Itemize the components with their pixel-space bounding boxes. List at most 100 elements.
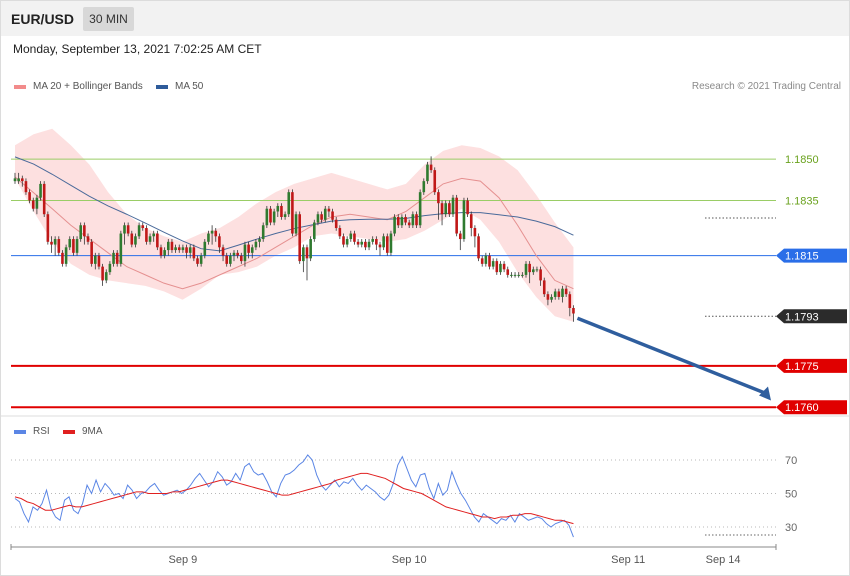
candle-body [177,247,181,251]
candle [334,216,338,231]
candle [177,244,181,253]
candle-body [64,247,68,264]
candle-body [502,263,506,270]
candle [345,236,349,248]
candle-body [448,203,451,215]
candle-body [382,236,385,248]
candle-body [236,252,239,256]
candle-body [444,203,447,215]
candle [123,222,126,245]
candle [192,244,196,262]
ma9-label: 9MA [82,426,103,437]
candle-body [115,252,119,264]
candle-body [90,241,93,264]
candle-body [305,247,309,259]
candle-body [542,280,546,295]
candle [250,244,254,259]
candle [57,236,61,256]
candle [50,236,53,253]
candle [466,197,469,217]
candle-body [152,233,155,237]
candle [437,189,440,220]
candle [170,239,174,253]
legend-ma20: MA 20 + Bollinger Bands [14,81,143,92]
candle [94,252,97,270]
x-tick-Sep-10: Sep 10 [392,554,427,566]
rsi-line [14,454,574,538]
candle-body [254,241,258,248]
candle-body [247,244,250,253]
candle [210,225,214,245]
candle [469,211,473,237]
candle-body [557,291,561,297]
candle-body [316,214,320,223]
candle [375,236,378,251]
candle [371,236,374,245]
candle [320,211,323,223]
candle [196,255,199,267]
candle [510,272,513,278]
level-tag-1.1760 [776,400,847,415]
candle-body [134,236,137,245]
symbol-title: EUR/USD [11,11,75,27]
candle-body [356,241,360,245]
candle [236,250,239,259]
candle [313,219,316,242]
candle [459,230,462,251]
candle [101,263,104,286]
candle-body [334,219,338,229]
candle [524,261,528,278]
candle [568,291,572,317]
candle-body [291,192,294,234]
candle [360,239,364,248]
candle-body [163,250,166,256]
candle [174,244,177,253]
target-arrow-head [759,386,771,401]
candle-body [521,274,524,276]
candle [455,194,458,237]
bollinger-band [15,128,574,322]
rsi-label: RSI [33,426,50,437]
candle [389,230,393,256]
candle-body [462,200,466,240]
candle-body [94,255,97,264]
x-tick-Sep-11: Sep 11 [611,554,645,566]
candle [542,277,546,297]
candle [491,258,495,270]
candle-body [488,255,491,267]
candle [404,214,407,226]
candle-body [272,211,276,223]
candle-body [24,181,28,193]
candle-body [203,241,207,256]
candle-body [214,230,218,237]
candle-body [126,225,130,234]
candle-body [298,214,301,262]
candle-body [313,222,316,240]
candle-body [473,228,477,237]
candle [517,272,520,278]
candle-body [83,225,86,237]
candle [108,261,112,275]
candle-body [261,225,265,240]
candle [225,252,228,267]
candle [546,291,550,306]
candle [75,236,79,256]
candle-body [349,233,353,240]
candle [561,285,564,303]
candle-body [561,288,564,297]
candle [53,236,57,256]
ma20-swatch [14,84,26,89]
candle [261,222,265,242]
candle [185,244,188,259]
candle [163,247,166,259]
candle [126,222,130,237]
candle [495,258,499,275]
rsi-tick-50: 50 [785,489,797,501]
candle-body [437,192,440,204]
candle-body [196,258,199,264]
candle-body [21,178,24,182]
timeframe-button[interactable]: 30 MIN [83,7,134,31]
candle-body [167,241,170,251]
candle-body [338,228,342,237]
